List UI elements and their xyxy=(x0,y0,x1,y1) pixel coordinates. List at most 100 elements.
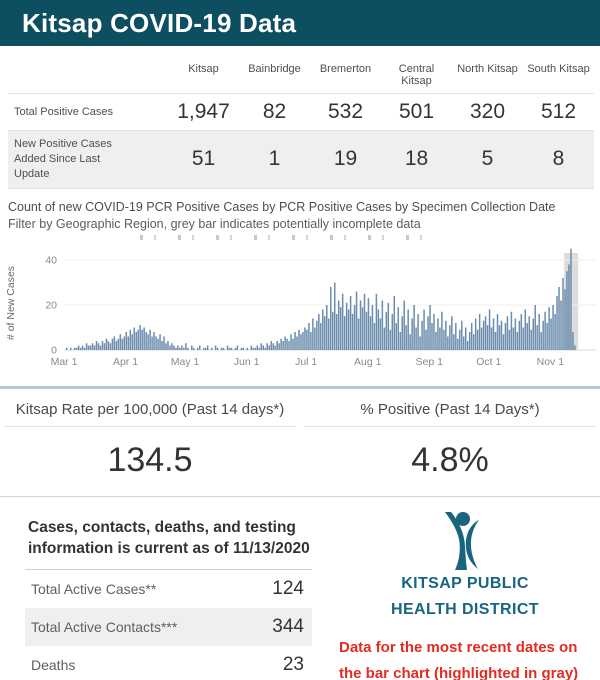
bar[interactable] xyxy=(260,342,263,350)
bar[interactable] xyxy=(105,338,108,350)
bar[interactable] xyxy=(242,347,245,350)
bar[interactable] xyxy=(463,336,465,350)
bar[interactable] xyxy=(210,347,213,350)
bar[interactable] xyxy=(546,322,548,350)
bar[interactable] xyxy=(157,338,159,350)
bar[interactable] xyxy=(560,300,562,350)
bar[interactable] xyxy=(435,331,437,350)
bar[interactable] xyxy=(320,322,322,350)
bar[interactable] xyxy=(75,347,78,350)
bar[interactable] xyxy=(282,340,284,350)
bar[interactable] xyxy=(175,347,177,350)
bar[interactable] xyxy=(365,311,368,350)
bar[interactable] xyxy=(397,306,399,350)
bar[interactable] xyxy=(143,327,145,350)
bar[interactable] xyxy=(197,347,199,350)
bar[interactable] xyxy=(345,302,348,350)
bar[interactable] xyxy=(121,338,124,350)
bar[interactable] xyxy=(393,295,396,350)
bar[interactable] xyxy=(183,347,185,350)
bar[interactable] xyxy=(421,320,423,350)
bar[interactable] xyxy=(306,329,308,350)
bar[interactable] xyxy=(405,324,407,350)
bar[interactable] xyxy=(171,342,173,350)
bar[interactable] xyxy=(451,315,453,350)
bar[interactable] xyxy=(137,329,139,350)
bar[interactable] xyxy=(391,313,394,350)
bar[interactable] xyxy=(556,295,558,350)
bar[interactable] xyxy=(308,322,310,350)
bar[interactable] xyxy=(423,309,425,350)
bar[interactable] xyxy=(568,264,570,350)
bar[interactable] xyxy=(482,320,485,350)
bar[interactable] xyxy=(302,331,304,350)
bar[interactable] xyxy=(562,277,564,350)
bar[interactable] xyxy=(216,347,219,350)
bar[interactable] xyxy=(310,331,312,350)
bar[interactable] xyxy=(379,318,382,350)
bar[interactable] xyxy=(361,306,364,350)
bar[interactable] xyxy=(389,329,392,350)
bar[interactable] xyxy=(268,345,270,350)
bar[interactable] xyxy=(280,338,282,350)
bar[interactable] xyxy=(574,345,576,350)
bar[interactable] xyxy=(155,336,157,350)
bar[interactable] xyxy=(464,327,467,350)
bar[interactable] xyxy=(427,315,429,350)
bar[interactable] xyxy=(466,340,469,350)
bar[interactable] xyxy=(298,329,300,350)
bar[interactable] xyxy=(254,347,257,350)
bar[interactable] xyxy=(341,293,344,350)
bar[interactable] xyxy=(449,324,451,350)
bar[interactable] xyxy=(173,345,175,350)
bar[interactable] xyxy=(476,329,479,350)
bar[interactable] xyxy=(566,270,568,350)
bar[interactable] xyxy=(145,331,147,350)
bar[interactable] xyxy=(139,324,141,350)
bar[interactable] xyxy=(443,329,445,350)
bar[interactable] xyxy=(169,345,171,350)
bar[interactable] xyxy=(375,293,378,350)
bar[interactable] xyxy=(349,295,352,350)
bar[interactable] xyxy=(101,340,104,350)
bar[interactable] xyxy=(385,311,388,350)
bar[interactable] xyxy=(520,313,523,350)
bar[interactable] xyxy=(548,306,550,350)
bar[interactable] xyxy=(191,345,193,350)
bar[interactable] xyxy=(506,315,509,350)
bar[interactable] xyxy=(431,322,433,350)
bar[interactable] xyxy=(558,286,560,350)
bar[interactable] xyxy=(572,331,574,350)
bar[interactable] xyxy=(470,322,473,350)
bar[interactable] xyxy=(91,342,94,350)
bar[interactable] xyxy=(79,347,82,350)
bar[interactable] xyxy=(129,329,132,350)
bar[interactable] xyxy=(290,333,292,350)
bar[interactable] xyxy=(141,329,143,350)
bar[interactable] xyxy=(77,345,80,350)
bar[interactable] xyxy=(508,329,511,350)
bar[interactable] xyxy=(252,347,255,350)
bar[interactable] xyxy=(486,324,489,350)
bar[interactable] xyxy=(81,345,84,350)
bar[interactable] xyxy=(69,347,72,350)
bar[interactable] xyxy=(369,315,372,350)
bar[interactable] xyxy=(316,320,318,350)
bar[interactable] xyxy=(518,320,521,350)
bar[interactable] xyxy=(109,342,112,350)
bar[interactable] xyxy=(163,336,165,350)
bar[interactable] xyxy=(330,286,332,350)
bar[interactable] xyxy=(453,333,455,350)
bar[interactable] xyxy=(304,327,306,350)
bar[interactable] xyxy=(246,347,249,350)
bar[interactable] xyxy=(510,311,513,350)
bar[interactable] xyxy=(193,347,195,350)
bar[interactable] xyxy=(250,345,253,350)
bar[interactable] xyxy=(564,288,566,350)
bar[interactable] xyxy=(95,340,98,350)
bar[interactable] xyxy=(445,320,447,350)
bar[interactable] xyxy=(131,333,133,350)
bar[interactable] xyxy=(83,347,86,350)
bar[interactable] xyxy=(262,345,265,350)
bar[interactable] xyxy=(89,345,92,350)
